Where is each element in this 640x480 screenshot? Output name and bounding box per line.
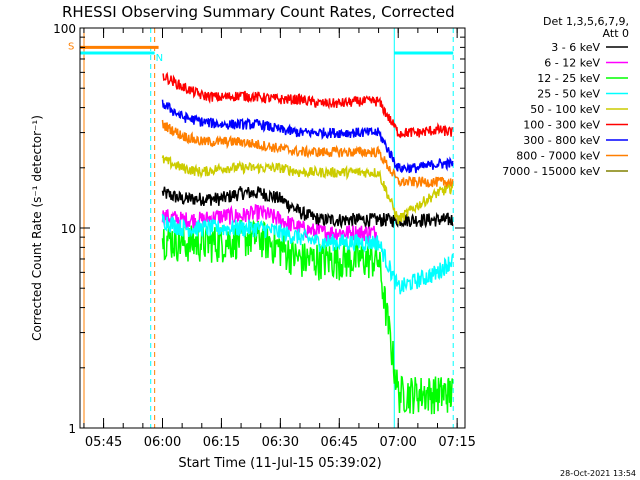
series-line (161, 186, 454, 230)
legend-header: Att 0 (603, 27, 629, 40)
series-line (161, 155, 454, 225)
legend-entry-label: 300 - 800 keV (523, 134, 600, 147)
series-line (161, 99, 454, 174)
y-tick-label: 100 (53, 22, 76, 36)
series-line (161, 219, 454, 415)
legend-entry-label: 50 - 100 keV (530, 103, 600, 116)
y-tick-label: 1 (68, 422, 76, 436)
flag-label: N (156, 53, 163, 64)
x-tick-label: 06:15 (203, 435, 240, 450)
legend-entry-label: 25 - 50 keV (537, 88, 600, 101)
x-tick-label: 06:00 (144, 435, 181, 450)
legend: Det 1,3,5,6,7,9,Att 03 - 6 keV 6 - 12 keV… (502, 15, 629, 178)
legend-entry-label: 12 - 25 keV (537, 72, 600, 85)
series-line (162, 71, 453, 139)
x-tick-label: 05:45 (85, 435, 122, 450)
legend-entry-label: 3 - 6 keV (551, 41, 600, 54)
x-tick-label: 07:00 (379, 435, 416, 450)
flag-label: S (68, 41, 74, 52)
markers-layer: SN (68, 28, 454, 428)
x-tick-label: 07:15 (438, 435, 475, 450)
footer-date: 28-Oct-2021 13:54 (560, 469, 636, 478)
y-axis-label: Corrected Count Rate (s⁻¹ detector⁻¹) (30, 115, 44, 341)
axes-layer: 1 10 100 05:45 06:00 06:15 06:30 06:45 07:00 07:1… (53, 22, 476, 450)
legend-entry-label: 7000 - 15000 keV (502, 165, 600, 178)
x-tick-label: 06:30 (262, 435, 299, 450)
x-tick-label: 06:45 (321, 435, 358, 450)
chart-title: RHESSI Observing Summary Count Rates, Co… (62, 3, 455, 21)
series-line (161, 119, 454, 189)
y-tick-label: 10 (61, 222, 76, 236)
legend-entry-label: 800 - 7000 keV (516, 150, 600, 163)
x-axis-label: Start Time (11-Jul-15 05:39:02) (178, 456, 381, 471)
legend-entry-label: 6 - 12 keV (544, 57, 600, 70)
series-layer (161, 71, 454, 415)
series-line (161, 214, 454, 295)
legend-entry-label: 100 - 300 keV (523, 119, 600, 132)
legend-header: Det 1,3,5,6,7,9, (543, 15, 629, 28)
